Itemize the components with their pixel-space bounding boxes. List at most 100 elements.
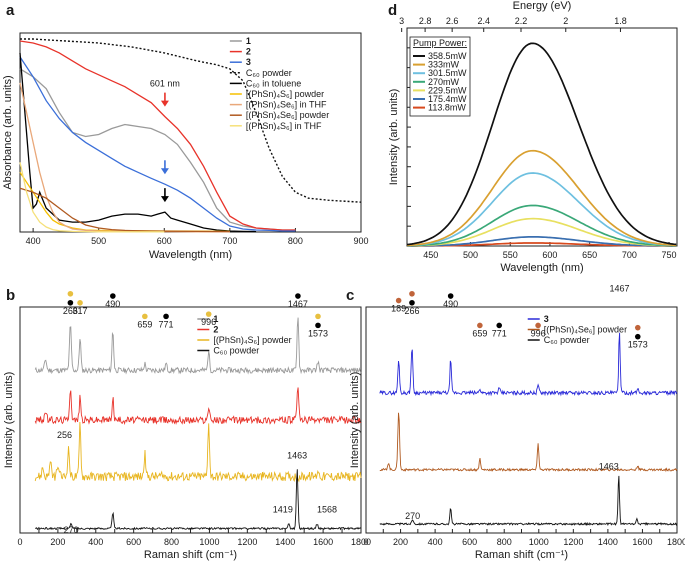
panel-b-xtick-label: 1400	[275, 537, 295, 547]
panel-c-xtick-label: 1400	[598, 537, 618, 547]
panel-c-peak-marker-dot	[634, 324, 641, 331]
panel-b-legend-label: C₆₀ powder	[213, 346, 259, 356]
panel-c-peak-label: 1467	[609, 283, 629, 293]
panel-c-xtick-label: 1800	[667, 537, 685, 547]
panel-d-series-7	[406, 42, 677, 246]
panel-a-legend-label: 3	[246, 57, 251, 67]
panel-d-axes-frame	[406, 27, 678, 247]
panel-d-legend-label: 175.4mW	[428, 94, 467, 104]
panel-c-xtick-label: 1600	[632, 537, 652, 547]
panel-b-peak-label: 1573	[308, 328, 328, 338]
panel-b-xtick-label: 200	[50, 537, 65, 547]
panel-d-xtick-label: 500	[463, 250, 478, 260]
panel-d-legend-box	[409, 36, 471, 117]
panel-a-xtick-label: 400	[26, 236, 41, 246]
panel-b-peak-label: 266	[63, 306, 78, 316]
panel-a-arrowhead-3	[160, 196, 169, 203]
panel-c-peak-label: 270	[405, 511, 420, 521]
panel-a-legend-label: 2	[246, 47, 251, 57]
panel-b-peak-marker-dot	[205, 311, 212, 317]
panel-c-peak-marker-dot	[535, 322, 541, 329]
panel-b-peak-label: 771	[159, 319, 174, 329]
panel-c-legend-label: C₆₀ powder	[544, 335, 590, 345]
panel-b-peak-label: 996	[201, 317, 216, 327]
panel-a-legend-label: [(PhSn)₄S₆] powder	[246, 89, 324, 99]
panel-b-legend-label: 2	[213, 325, 218, 335]
panel-c-series-1	[379, 332, 678, 397]
panel-d-top-tick-label: 1.8	[614, 16, 627, 26]
panel-a-xtick-label: 900	[353, 236, 368, 246]
panel-b-series-4	[35, 469, 362, 531]
panel-a-legend-label: [(PhSn)₄Se₆] powder	[246, 110, 329, 120]
panel-b-series-3	[34, 421, 362, 483]
panel-a-series-1	[19, 68, 296, 231]
panel-b-raman-chart: 0 200 400 600 800 1000 1200 1400 1600 1800 Raman s…	[3, 290, 371, 561]
panel-d-legend-label: 301.5mW	[428, 68, 467, 78]
panel-c-xtick-label: 200	[393, 537, 408, 547]
panel-b-peak-label: 1419	[273, 505, 293, 515]
panel-d-top-xlabel: Energy (eV)	[513, 0, 572, 12]
panel-a-legend-label: 1	[246, 36, 251, 46]
panel-a-xlabel: Wavelength (nm)	[149, 249, 232, 261]
panel-d-ylabel: Intensity (arb. units)	[388, 89, 400, 186]
panel-c-legend-label: 3	[544, 314, 549, 324]
panel-b-label: b	[6, 287, 15, 304]
panel-c-peak-label: 490	[443, 299, 458, 309]
panel-c-raman-chart: 0 200 400 600 800 1000 1200 1400 1600 1800 Raman s…	[349, 283, 685, 561]
panel-d-xlabel: Wavelength (nm)	[500, 262, 583, 274]
panel-a-series-2	[19, 40, 296, 231]
panel-a-arrowhead-2	[160, 168, 169, 175]
panel-a-ylabel: Absorbance (arb. units)	[2, 75, 14, 189]
panel-c-peak-marker-dot	[477, 322, 483, 329]
panel-b-xtick-label: 400	[88, 537, 103, 547]
panel-a-xtick-label: 500	[91, 236, 106, 246]
panel-d-xtick-label: 600	[542, 250, 557, 260]
panel-d-photoluminescence-chart: 450 500 550 600 650 700 750 Wavelength (nm) Inte…	[388, 0, 678, 274]
panel-b-peak-label: 1568	[317, 505, 337, 515]
panel-c-peak-marker-dot	[409, 299, 415, 306]
panel-d-legend-title: Pump Power:	[413, 38, 467, 48]
panel-b-ylabel: Intensity (arb. units)	[3, 372, 15, 469]
panel-d-series-6	[406, 149, 677, 247]
panel-b-peak-label: 1463	[287, 450, 307, 460]
panel-b-peak-marker-dot	[295, 293, 301, 299]
panel-d-legend-label: 229.5mW	[428, 85, 467, 95]
panel-c-xlabel: Raman shift (cm⁻¹)	[475, 549, 568, 561]
panel-a-xtick-label: 800	[288, 236, 303, 246]
panel-a-arrowhead-1	[160, 100, 169, 107]
panel-d-legend-label: 358.5mW	[428, 51, 467, 61]
panel-b-peak-marker-dot	[110, 293, 116, 299]
panel-c-xtick-label: 800	[497, 537, 512, 547]
panel-c-xtick-label: 1200	[563, 537, 583, 547]
panel-d-series-3	[407, 217, 677, 247]
panel-c-peak-marker-dot	[447, 293, 454, 299]
panel-b-peak-label: 270	[64, 525, 79, 535]
panel-b-peak-marker-dot	[77, 300, 83, 306]
panel-d-xtick-label: 650	[582, 250, 597, 260]
panel-d-xtick-label: 550	[503, 250, 518, 260]
panel-c-peak-label: 659	[472, 328, 487, 338]
panel-a-series-4	[20, 38, 362, 203]
panel-c-peak-label: 266	[404, 306, 419, 316]
panel-d-series-2	[407, 236, 677, 247]
panel-b-xtick-label: 1600	[313, 537, 333, 547]
panel-c-xtick-label: 600	[462, 537, 477, 547]
panel-d-legend-label: 270mW	[428, 77, 460, 87]
panel-a-series-5	[19, 52, 257, 233]
panel-b-peak-marker-dot	[315, 322, 321, 329]
panel-a-series-9	[19, 162, 165, 233]
panel-d-xtick-label: 750	[662, 250, 677, 260]
panel-b-peak-label: 317	[73, 306, 88, 316]
panel-a-series-3	[19, 56, 296, 232]
panel-c-xtick-label: 400	[428, 537, 443, 547]
panel-d-top-tick-label: 2.8	[419, 16, 432, 26]
panel-c-peak-marker-dot	[496, 322, 503, 329]
panel-c-peak-marker-dot	[395, 297, 402, 304]
panel-b-legend-label: [(PhSn)₄S₆] powder	[213, 335, 291, 345]
panel-d-series-4	[407, 204, 677, 247]
panel-b-peak-marker-dot	[67, 290, 74, 297]
panel-c-peak-marker-dot	[409, 290, 415, 297]
panel-b-peak-label: 659	[137, 319, 152, 329]
panel-b-peak-marker-dot	[315, 313, 321, 320]
